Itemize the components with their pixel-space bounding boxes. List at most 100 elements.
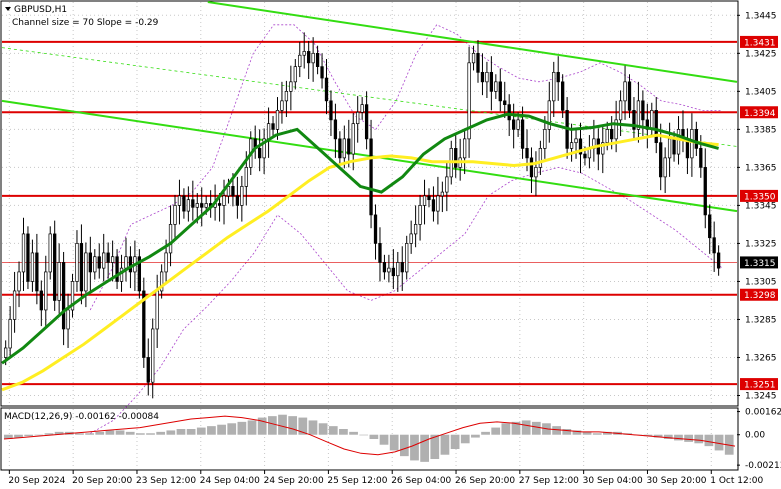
level-price-label: 1.3394 bbox=[744, 109, 776, 119]
level-price-box bbox=[740, 189, 778, 202]
candle-body bbox=[12, 290, 17, 320]
candle-body bbox=[217, 203, 222, 206]
macd-histogram-bar bbox=[379, 434, 389, 445]
candle-body bbox=[195, 203, 199, 208]
candle-body bbox=[57, 262, 61, 301]
candle-body bbox=[124, 256, 128, 269]
level-price-label: 1.3251 bbox=[744, 381, 776, 391]
macd-histogram-bar bbox=[95, 431, 105, 435]
candle-body bbox=[552, 71, 556, 102]
candle-body bbox=[667, 138, 672, 159]
time-tick-label: 27 Sep 12:00 bbox=[519, 476, 579, 486]
candle-body bbox=[26, 233, 30, 282]
candle-body bbox=[360, 104, 364, 113]
candle-body bbox=[578, 138, 583, 155]
time-tick-label: 26 Sep 20:00 bbox=[455, 476, 515, 486]
macd-histogram-bar bbox=[460, 434, 470, 444]
candle-body bbox=[311, 52, 315, 64]
macd-histogram-bar bbox=[653, 434, 663, 438]
dropdown-triangle-icon[interactable] bbox=[5, 7, 11, 11]
level-price-label: 1.3431 bbox=[744, 38, 776, 48]
candle-body bbox=[369, 138, 373, 216]
level-price-box bbox=[740, 106, 778, 119]
candle-body bbox=[503, 100, 507, 106]
candles bbox=[4, 32, 721, 399]
candle-body bbox=[102, 252, 106, 269]
candle-body bbox=[485, 71, 489, 83]
candle-body bbox=[200, 203, 204, 208]
candle-body bbox=[445, 176, 449, 193]
macd-histogram-bar bbox=[349, 431, 358, 435]
macd-histogram-bar bbox=[24, 434, 34, 437]
candle-body bbox=[636, 100, 641, 130]
candle-body bbox=[17, 271, 21, 292]
candle-body bbox=[396, 262, 400, 277]
current-price-label: 1.3315 bbox=[744, 259, 776, 269]
macd-histogram-bar bbox=[237, 421, 247, 435]
candle-body bbox=[75, 243, 79, 282]
candle-body bbox=[302, 51, 306, 56]
candle-body bbox=[418, 205, 422, 225]
candle-body bbox=[405, 243, 409, 273]
macd-label: MACD(12,26,9) -0.00162 -0.00084 bbox=[4, 412, 159, 422]
macd-histogram-bar bbox=[339, 429, 348, 435]
macd-histogram-bar bbox=[369, 434, 379, 439]
price-axis: 1.34451.34251.34051.33851.33651.33451.33… bbox=[737, 11, 777, 401]
candle-body bbox=[498, 81, 502, 102]
candle-body bbox=[164, 252, 168, 273]
macd-histogram-bar bbox=[105, 430, 115, 435]
candle-body bbox=[324, 77, 329, 102]
candle-body bbox=[471, 52, 476, 64]
candle-body bbox=[35, 252, 39, 292]
candle-body bbox=[44, 271, 48, 311]
macd-histogram-bar bbox=[125, 431, 135, 435]
candle-body bbox=[115, 256, 119, 282]
candle-body bbox=[610, 129, 614, 140]
candle-body bbox=[168, 224, 173, 254]
candle-body bbox=[583, 153, 587, 159]
candle-body bbox=[378, 243, 382, 263]
macd-histogram-bar bbox=[34, 434, 44, 436]
candle-body bbox=[320, 66, 324, 79]
candle-body bbox=[641, 100, 645, 121]
candle-body bbox=[703, 167, 707, 216]
candle-body bbox=[137, 256, 142, 292]
macd-histogram-bar bbox=[166, 430, 176, 435]
candle-body bbox=[543, 129, 547, 149]
time-tick-label: 25 Sep 12:00 bbox=[327, 476, 387, 486]
candle-body bbox=[106, 252, 110, 263]
candle-body bbox=[240, 186, 244, 206]
time-tick-label: 24 Sep 20:00 bbox=[264, 476, 324, 486]
macd-histogram-bar bbox=[318, 423, 328, 435]
candle-body bbox=[489, 71, 494, 92]
ma-fast-line bbox=[1, 133, 719, 392]
candle-body bbox=[48, 233, 52, 273]
candle-body bbox=[8, 319, 12, 349]
candle-body bbox=[53, 233, 57, 301]
candle-body bbox=[623, 81, 627, 102]
symbol-label: GBPUSD,H1 bbox=[14, 5, 67, 15]
macd-histogram-bar bbox=[521, 420, 531, 435]
macd-histogram-bar bbox=[694, 434, 704, 444]
candle-body bbox=[409, 233, 413, 244]
macd-histogram-bar bbox=[135, 433, 145, 435]
candle-body bbox=[663, 157, 667, 178]
macd-histogram-bar bbox=[471, 434, 480, 438]
price-tick-label: 1.3365 bbox=[745, 163, 777, 173]
candle-body bbox=[151, 328, 155, 383]
candle-body bbox=[391, 267, 395, 277]
candle-body bbox=[614, 119, 618, 140]
macd-histogram-bar bbox=[562, 429, 572, 435]
time-tick-label: 24 Sep 04:00 bbox=[200, 476, 260, 486]
candle-body bbox=[177, 195, 182, 206]
macd-histogram-bar bbox=[501, 423, 511, 435]
time-tick-label: 30 Sep 20:00 bbox=[646, 476, 706, 486]
candle-body bbox=[694, 129, 698, 149]
candle-body bbox=[351, 123, 355, 155]
level-price-box bbox=[740, 378, 778, 391]
candle-body bbox=[627, 81, 632, 111]
candle-body bbox=[61, 262, 66, 330]
price-tick-label: 1.3265 bbox=[745, 353, 777, 363]
candle-body bbox=[356, 111, 360, 125]
